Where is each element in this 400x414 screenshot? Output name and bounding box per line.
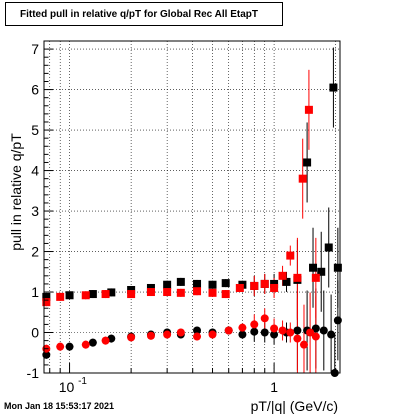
data-point-circle [208,330,217,339]
data-point-square [208,280,217,289]
data-point-circle [224,326,233,335]
y-tick-label: 4 [31,163,39,179]
data-point-square [303,158,312,167]
x-tick-label-exponent: -1 [78,376,87,387]
data-point-square [146,288,155,297]
y-tick-label: 3 [31,203,39,219]
data-point-circle [176,328,185,337]
data-point-circle [327,330,336,339]
data-point-square [42,292,51,301]
chart-title: Fitted pull in relative q/pT for Global … [20,8,258,20]
data-point-square [270,283,279,292]
data-point-circle [250,320,259,329]
data-point-square [309,263,318,272]
data-point-circle [311,332,320,341]
x-tick-label: 10 [59,379,75,395]
x-axis-label: pT/|q| (GeV/c) [251,398,338,414]
data-point-square [176,277,185,286]
datestamp: Mon Jan 18 15:53:17 2021 [4,401,115,411]
data-point-square [317,267,326,276]
data-point-circle [333,316,342,325]
grid-layer [44,41,340,374]
data-point-square [163,280,172,289]
y-tick-label: 5 [31,122,39,138]
data-point-circle [270,324,279,333]
y-tick-label: -1 [27,365,40,381]
data-point-circle [260,328,269,337]
plot-frame [43,40,341,374]
data-point-square [127,290,136,299]
data-point-circle [286,328,295,337]
markers-layer [42,83,342,377]
data-point-circle [250,327,259,336]
data-point-circle [293,326,302,335]
y-axis-label: pull in relative q/pT [8,133,24,251]
data-point-square [81,291,90,300]
data-point-circle [270,330,279,339]
data-point-square [208,288,217,297]
y-tick-label: 7 [31,41,39,57]
data-point-square [324,243,333,252]
data-point-circle [319,326,328,335]
data-point-square [282,277,291,286]
data-point-circle [278,326,287,335]
data-point-circle [81,340,90,349]
data-point-square [250,281,259,290]
data-point-square [311,273,320,282]
data-point-circle [193,332,202,341]
data-point-circle [127,333,136,342]
data-point-square [193,287,202,296]
x-tick-label: 1 [270,379,278,395]
data-point-circle [146,331,155,340]
data-point-square [42,298,51,307]
data-point-circle [238,323,247,332]
data-point-circle [163,330,172,339]
data-point-square [286,251,295,260]
data-point-circle [56,342,65,351]
y-tick-label: 2 [31,244,39,260]
axis-ticks-layer [44,40,337,374]
data-point-circle [260,314,269,323]
y-tick-label: 0 [31,325,39,341]
data-point-square [270,279,279,288]
data-point-square [293,273,302,282]
data-point-square [221,290,230,299]
data-point-circle [238,330,247,339]
data-point-square [101,290,110,299]
data-point-circle [65,342,74,351]
data-point-square [176,288,185,297]
data-point-square [235,283,244,292]
data-point-square [329,83,338,92]
data-point-square [163,288,172,297]
data-point-square [146,283,155,292]
data-point-circle [88,338,97,347]
chart-title-box: Fitted pull in relative q/pT for Global … [5,2,283,26]
data-point-circle [101,336,110,345]
data-point-circle [306,328,315,337]
data-point-circle [311,324,320,333]
data-point-square [56,292,65,301]
data-point-square [107,288,116,297]
data-point-square [65,291,74,300]
data-point-square [193,279,202,288]
data-point-square [304,105,313,114]
data-point-circle [193,326,202,335]
data-point-square [278,271,287,280]
y-tick-label: 6 [31,82,39,98]
data-point-square [221,279,230,288]
data-point-square [298,174,307,183]
data-point-square [333,263,342,272]
data-point-square [88,290,97,299]
data-point-square [260,279,269,288]
y-tick-label: 1 [31,284,39,300]
data-point-square [127,286,136,294]
error-bars-layer [45,47,339,373]
data-point-circle [293,334,302,343]
data-point-circle [299,340,308,349]
